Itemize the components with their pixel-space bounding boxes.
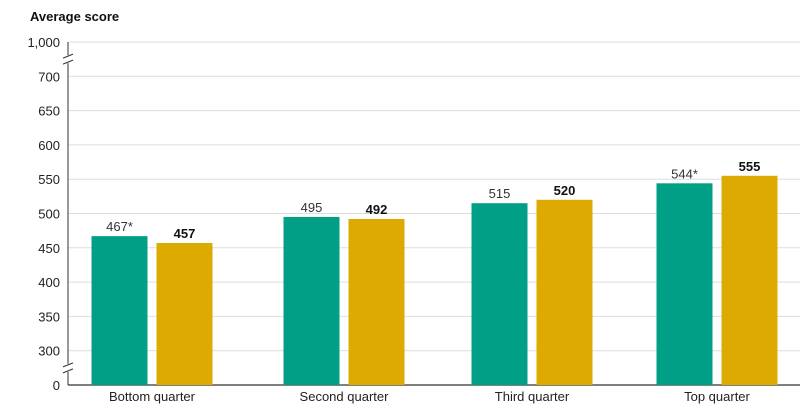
bar	[656, 183, 713, 385]
axis-break-gap	[63, 55, 73, 64]
bar-value-label: 555	[739, 159, 761, 174]
x-category-label: Second quarter	[300, 389, 390, 404]
x-category-label: Third quarter	[495, 389, 570, 404]
y-tick-label: 350	[38, 309, 60, 324]
bar-value-label: 457	[174, 226, 196, 241]
y-tick-label: 600	[38, 138, 60, 153]
axis-breaks	[62, 53, 74, 374]
x-category-label: Top quarter	[684, 389, 750, 404]
y-tick-label: 500	[38, 207, 60, 222]
bar	[348, 218, 405, 385]
y-tick-label: 0	[53, 378, 60, 393]
axis-break-gap	[63, 363, 73, 372]
bar	[471, 203, 528, 385]
axis-break-mark	[62, 53, 74, 59]
y-tick-label: 550	[38, 172, 60, 187]
bar-value-label: 520	[554, 183, 576, 198]
bar	[721, 175, 778, 385]
y-tick-label: 400	[38, 275, 60, 290]
bar-value-label: 544*	[671, 166, 698, 181]
y-tick-label: 700	[38, 69, 60, 84]
y-tick-label: 650	[38, 104, 60, 119]
axis-break-mark	[62, 368, 74, 374]
bar-value-label: 515	[489, 186, 511, 201]
y-axis-ticks: 1,000 700 650 600 550 500 450 400 350 300 0	[27, 35, 60, 393]
axis-break-mark	[62, 362, 74, 368]
bar	[91, 236, 148, 385]
y-tick-label: 1,000	[27, 35, 60, 50]
y-axis-title: Average score	[30, 9, 119, 24]
bar	[156, 242, 213, 385]
axis-break-mark	[62, 59, 74, 65]
x-axis-categories: Bottom quarter Second quarter Third quarte…	[109, 389, 751, 404]
x-category-label: Bottom quarter	[109, 389, 196, 404]
bar	[536, 199, 593, 385]
bars: 467* 457 495 492 515 520 544* 555	[91, 159, 778, 385]
bar-value-label: 492	[366, 202, 388, 217]
bar	[283, 216, 340, 385]
bar-value-label: 467*	[106, 219, 133, 234]
y-tick-label: 450	[38, 241, 60, 256]
y-tick-label: 300	[38, 344, 60, 359]
bar-value-label: 495	[301, 200, 323, 215]
